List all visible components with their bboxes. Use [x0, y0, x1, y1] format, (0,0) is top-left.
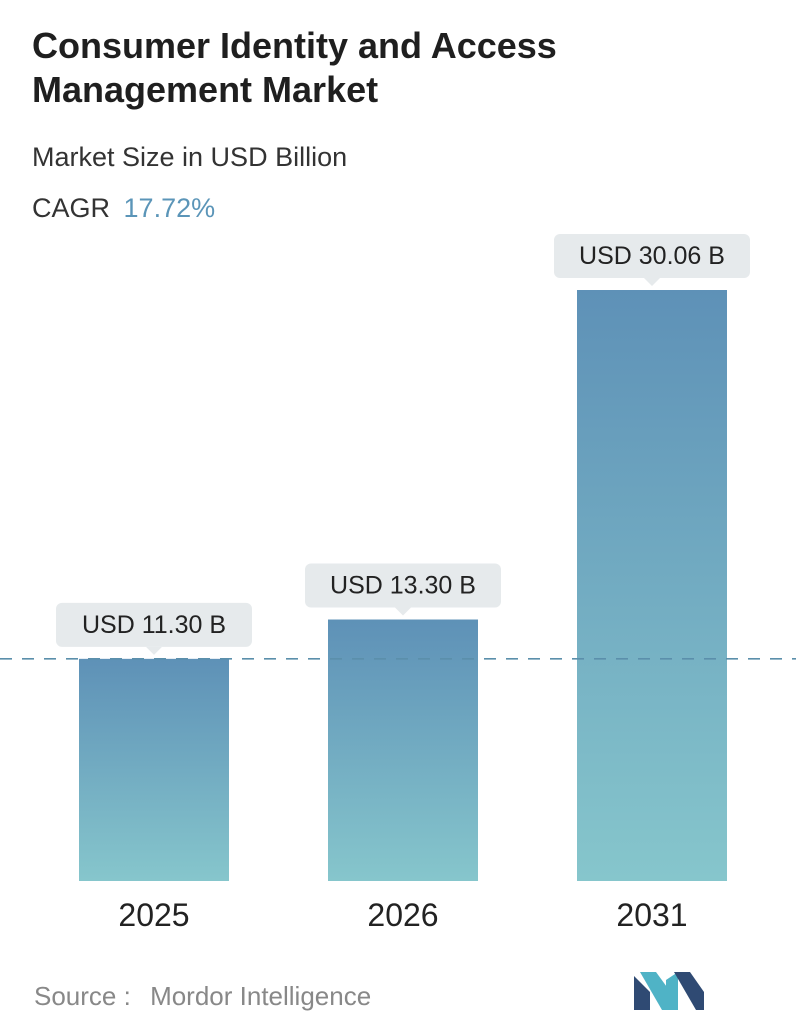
source-credit: Source : Mordor Intelligence	[34, 980, 371, 1012]
chart-title: Consumer Identity and Access Management …	[32, 24, 762, 112]
data-label-text: USD 30.06 B	[579, 242, 725, 270]
chart-subtitle: Market Size in USD Billion	[32, 142, 348, 172]
data-label-2026: USD 13.30 B	[305, 563, 501, 616]
x-tick-label: 2025	[118, 897, 189, 933]
data-label-box	[305, 563, 501, 608]
source-value: Mordor Intelligence	[150, 981, 372, 1011]
data-label-pointer	[146, 646, 162, 655]
mordor-intelligence-logo	[634, 972, 704, 1010]
data-label-text: USD 13.30 B	[330, 572, 476, 600]
data-label-pointer	[644, 278, 660, 286]
data-labels-layer: USD 11.30 B USD 13.30 B USD 30.06 B	[56, 234, 750, 655]
x-tick-label: 2026	[367, 897, 438, 933]
data-label-box	[56, 602, 252, 647]
chart-title-line-1: Consumer Identity and Access	[32, 25, 557, 66]
source-label: Source :	[34, 981, 131, 1011]
x-axis-ticks-layer: 2025 2026 2031	[118, 897, 687, 933]
x-tick-label: 2031	[616, 897, 687, 933]
data-label-2025: USD 11.30 B	[56, 602, 252, 655]
bar-2026	[328, 619, 478, 881]
bar-2031	[577, 290, 727, 881]
cagr-value: 17.72%	[123, 193, 216, 223]
data-label-text: USD 11.30 B	[82, 611, 226, 639]
bar-2025	[79, 658, 229, 881]
data-label-pointer	[395, 607, 411, 616]
chart-title-line-2: Management Market	[32, 69, 379, 110]
data-label-2031: USD 30.06 B	[554, 234, 750, 286]
cagr-label: CAGR	[32, 193, 111, 223]
data-label-box	[554, 234, 750, 278]
bars-layer	[79, 290, 727, 881]
cagr-row: CAGR 17.72%	[32, 191, 215, 225]
